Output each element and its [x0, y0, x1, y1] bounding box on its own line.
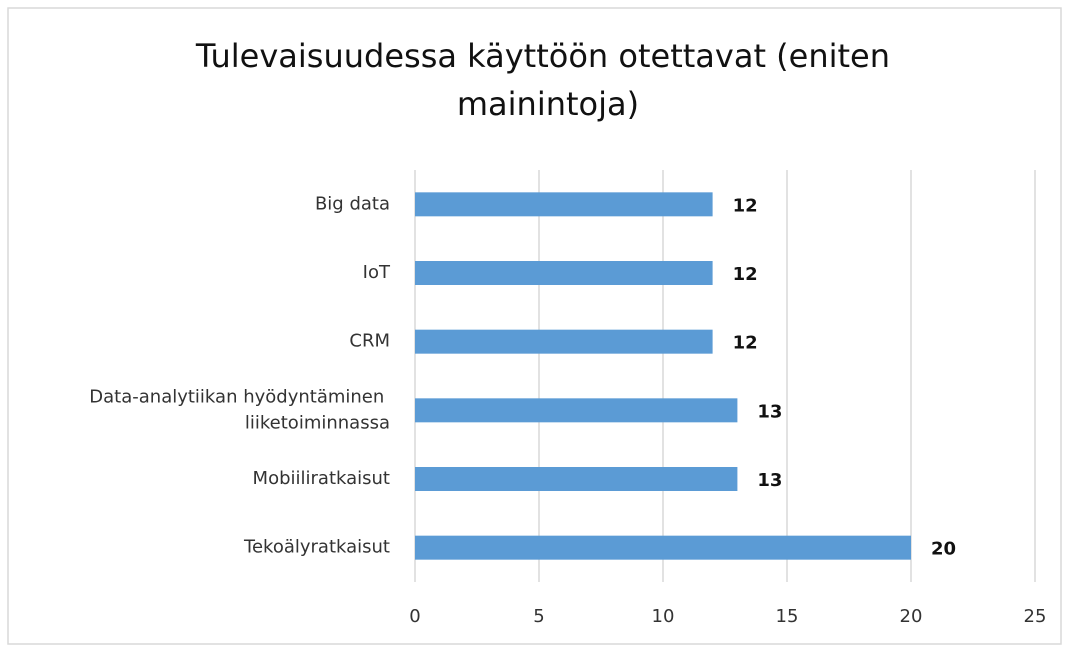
- y-tick-label: Big data: [315, 193, 390, 214]
- data-label: 12: [733, 264, 758, 285]
- chart-title: Tulevaisuudessa käyttöön otettavat (enit…: [195, 37, 900, 123]
- data-label: 13: [757, 401, 782, 422]
- bar: [415, 467, 738, 491]
- x-tick-label: 10: [652, 606, 675, 627]
- bar: [415, 329, 713, 354]
- bar: [415, 192, 713, 217]
- data-label: 12: [733, 333, 758, 354]
- bar: [415, 535, 911, 560]
- x-tick-label: 5: [533, 606, 544, 627]
- data-label: 12: [733, 195, 758, 216]
- data-label: 13: [757, 470, 782, 491]
- y-tick-label: Tekoälyratkaisut: [243, 537, 390, 558]
- y-tick-label: IoT: [363, 262, 391, 283]
- x-tick-label: 0: [409, 606, 420, 627]
- x-tick-label: 20: [900, 606, 923, 627]
- x-tick-label: 15: [776, 606, 799, 627]
- y-tick-label: CRM: [349, 331, 390, 352]
- x-tick-label: 25: [1024, 606, 1047, 627]
- y-tick-label: Mobiiliratkaisut: [253, 468, 390, 489]
- data-label: 20: [931, 539, 956, 560]
- bar: [415, 398, 738, 423]
- y-tick-label: Data-analytiikan hyödyntäminen liiketoim…: [89, 386, 390, 433]
- bar: [415, 261, 713, 285]
